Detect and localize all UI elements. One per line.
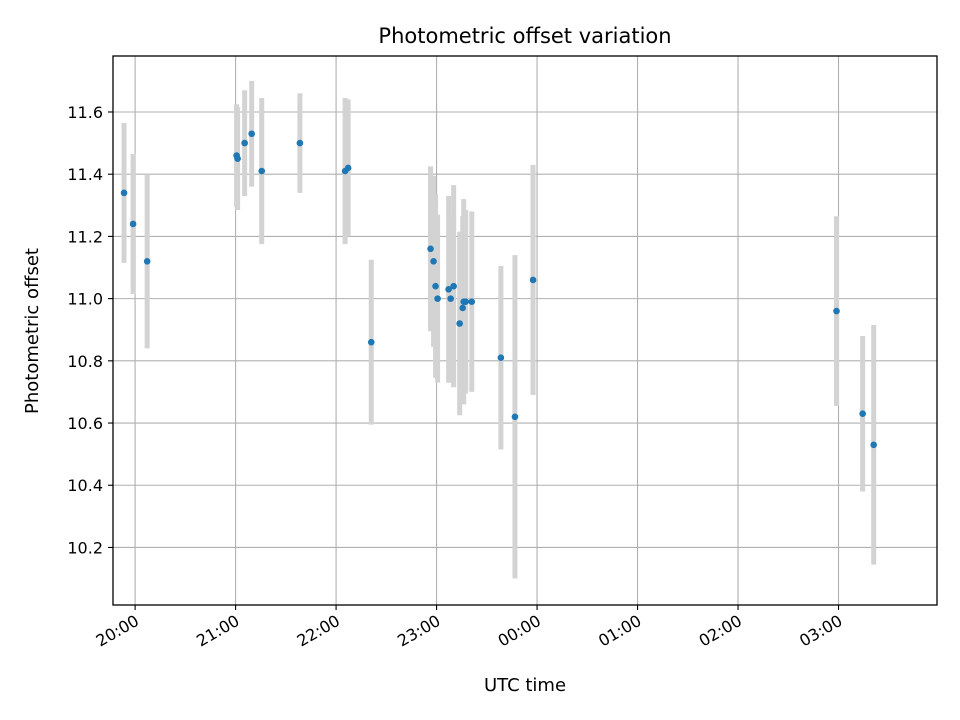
data-point (143, 257, 151, 265)
x-axis-label: UTC time (484, 675, 566, 696)
data-point (529, 276, 537, 284)
data-point (344, 164, 352, 172)
data-point (447, 295, 454, 302)
y-tick-label: 10.2 (67, 538, 103, 557)
y-tick-label: 11.6 (67, 103, 103, 122)
data-point (430, 257, 437, 265)
data-point (459, 304, 466, 312)
data-point (241, 139, 248, 147)
data-point (859, 410, 866, 418)
y-tick-label: 11.2 (67, 227, 103, 246)
y-axis-label: Photometric offset (22, 248, 43, 414)
grid-layer (113, 56, 937, 605)
data-point (456, 320, 463, 327)
point-layer (120, 130, 877, 449)
data-point (511, 413, 519, 421)
plot-frame (112, 55, 938, 606)
data-point (367, 338, 375, 346)
data-point (129, 220, 137, 228)
y-tick-label: 11.4 (67, 165, 103, 184)
data-point (432, 282, 439, 290)
chart-title: Photometric offset variation (378, 24, 671, 48)
data-point (120, 189, 128, 197)
data-point (462, 298, 470, 306)
data-point (497, 354, 505, 362)
data-point (296, 139, 304, 147)
y-tick-label: 11.0 (67, 290, 103, 309)
data-point (248, 130, 255, 138)
data-point (870, 441, 877, 449)
y-tick-label: 10.6 (67, 414, 103, 433)
data-point (445, 285, 452, 293)
data-point (258, 167, 266, 175)
data-point (234, 155, 241, 162)
data-point (434, 295, 441, 302)
y-tick-label: 10.4 (67, 476, 103, 495)
data-point (427, 245, 434, 253)
data-point (450, 282, 457, 290)
data-point (468, 298, 476, 306)
y-tick-label: 10.8 (67, 352, 103, 371)
data-point (833, 307, 840, 315)
